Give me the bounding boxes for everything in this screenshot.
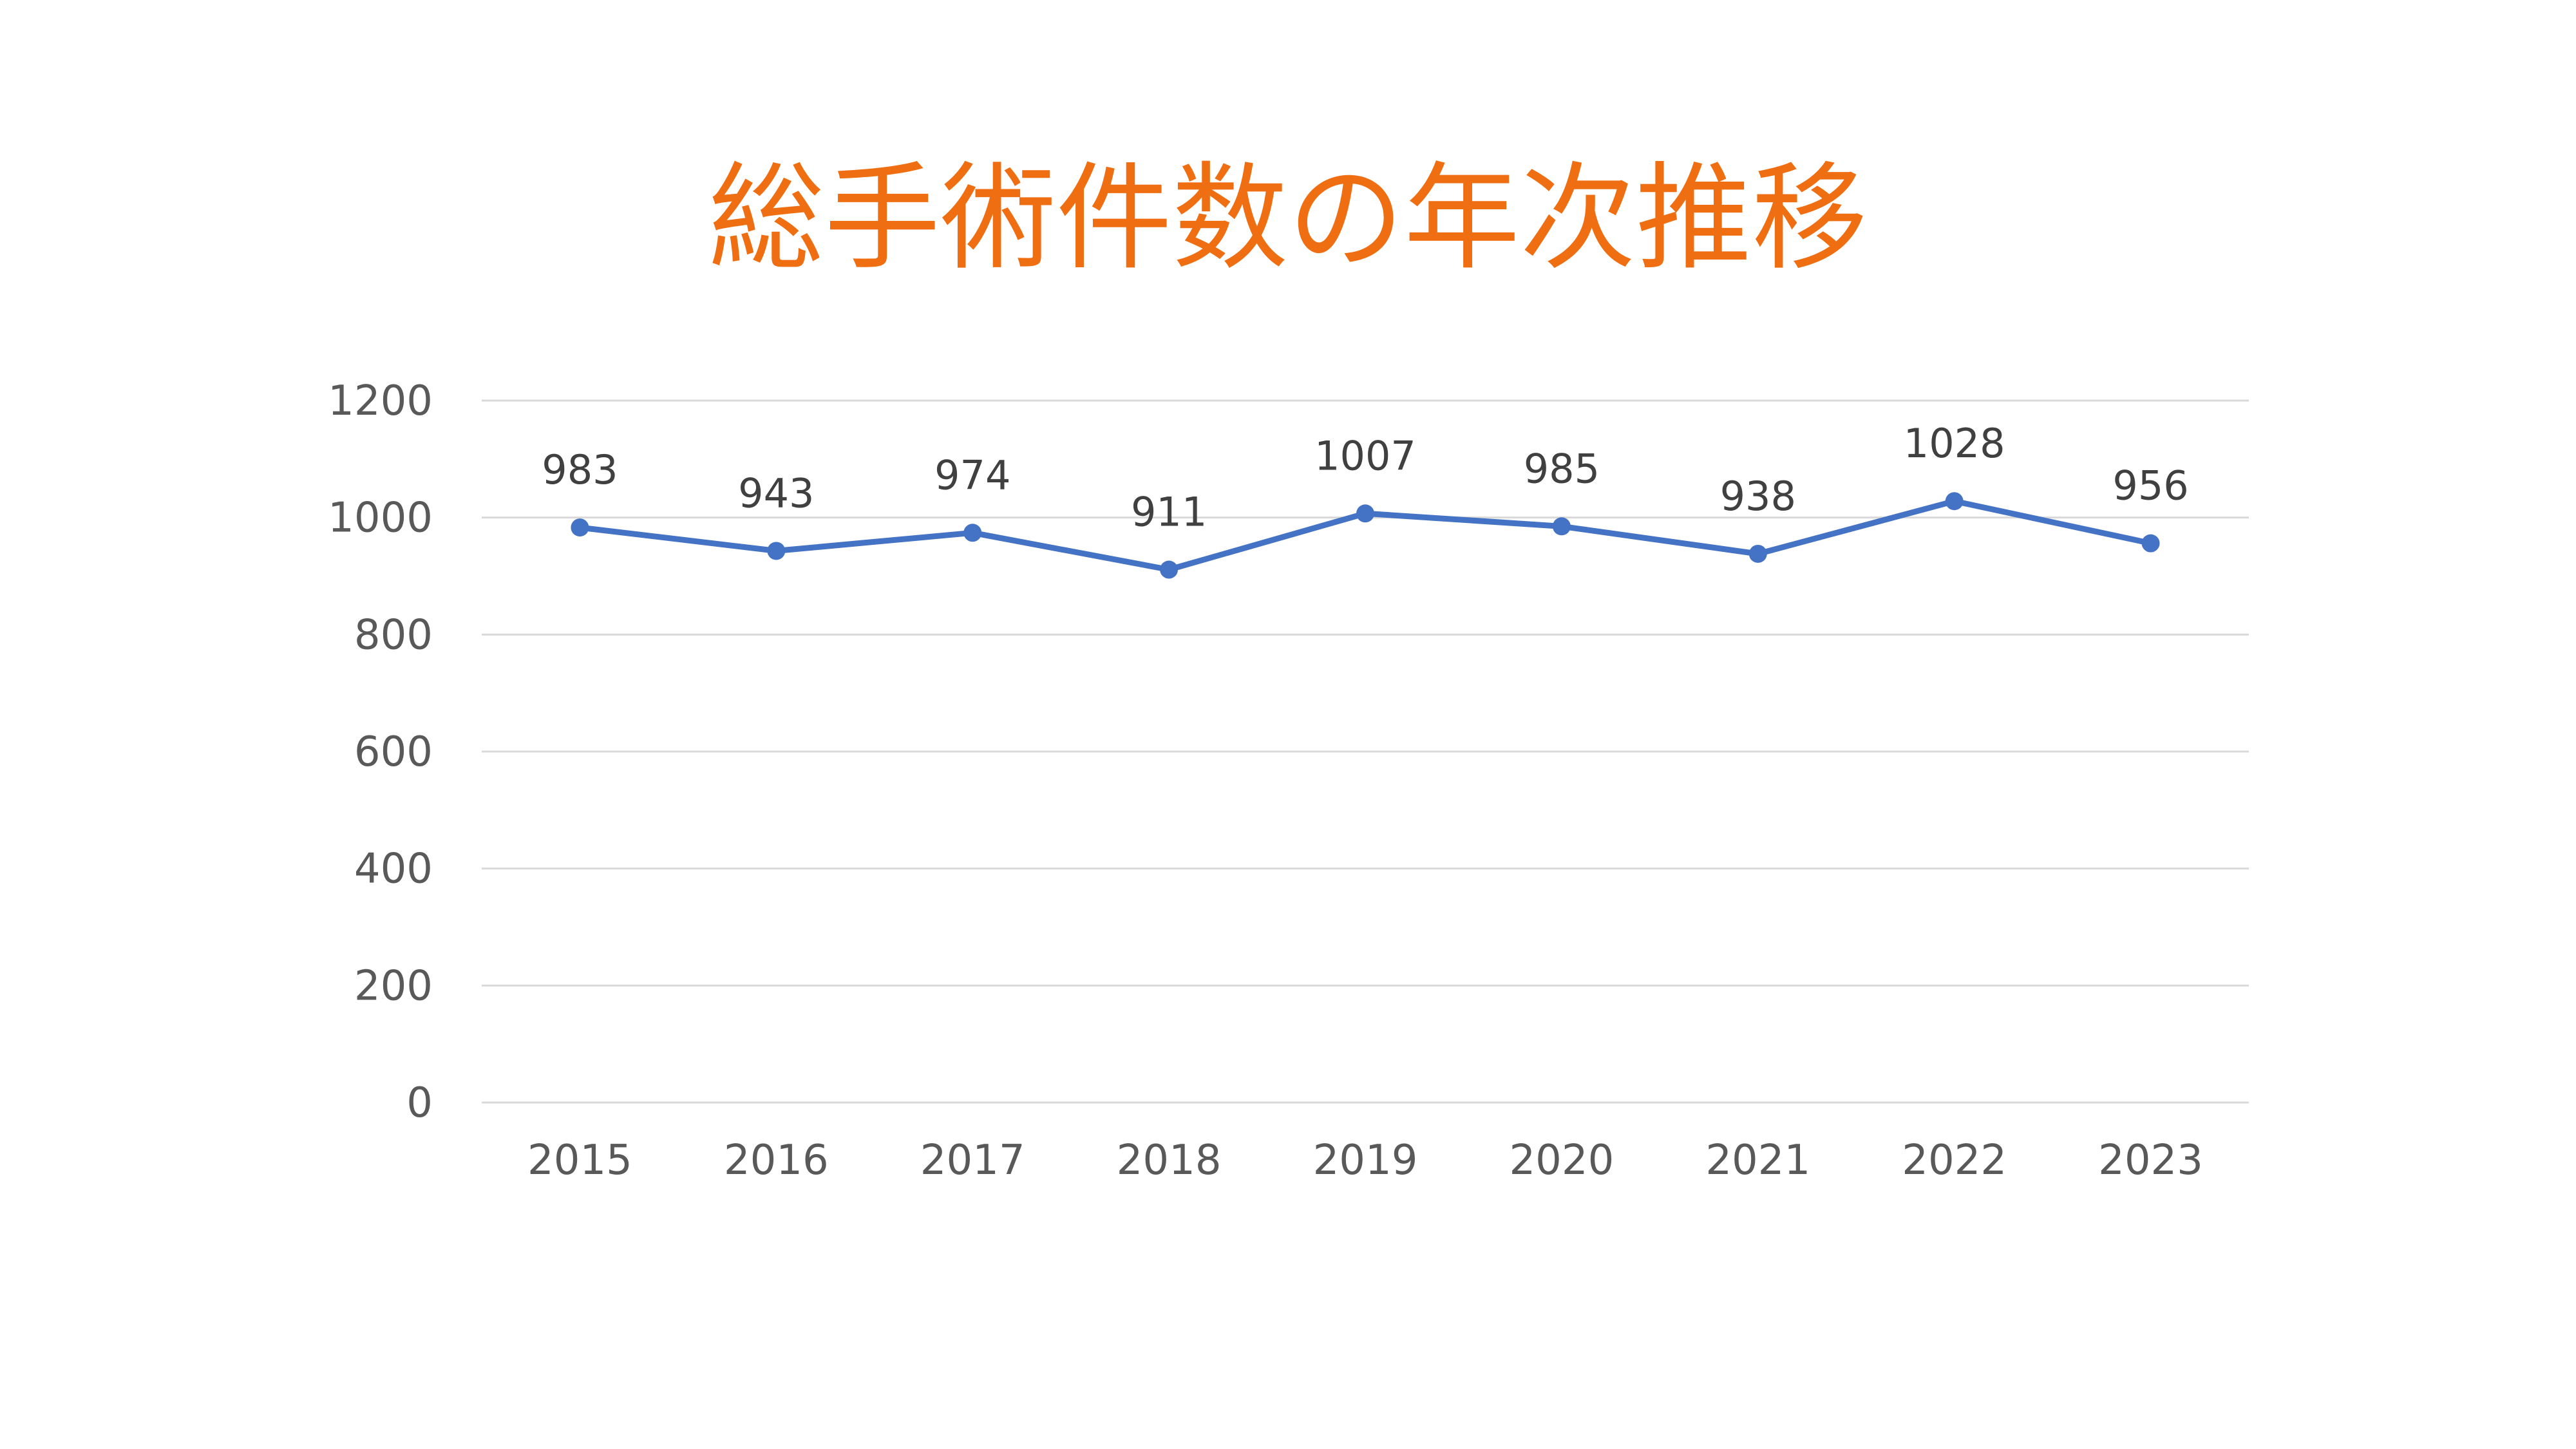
data-point <box>1356 504 1374 523</box>
x-tick-label: 2018 <box>1117 1137 1222 1184</box>
series-layer <box>571 492 2160 579</box>
data-point <box>1945 492 1964 511</box>
x-tick-label: 2017 <box>920 1137 1025 1184</box>
data-point <box>2141 534 2160 553</box>
data-point <box>1748 544 1767 563</box>
x-tick-label: 2022 <box>1902 1137 2007 1184</box>
data-point <box>571 518 589 537</box>
data-label: 956 <box>2112 462 2188 509</box>
y-tick-label: 400 <box>354 846 433 893</box>
data-label: 938 <box>1720 473 1796 520</box>
data-label: 983 <box>542 446 618 493</box>
x-tick-label: 2021 <box>1705 1137 1810 1184</box>
x-tick-label: 2015 <box>527 1137 632 1184</box>
y-tick-label: 0 <box>406 1079 433 1127</box>
y-tick-label: 200 <box>354 962 433 1010</box>
data-label: 943 <box>738 469 814 516</box>
y-axis-ticks: 0 200 400 600 800 1000 1200 <box>328 377 433 1127</box>
data-label: 1007 <box>1314 432 1416 479</box>
y-tick-label: 1000 <box>328 495 433 542</box>
x-tick-label: 2020 <box>1509 1137 1614 1184</box>
chart-title: 総手術件数の年次推移 <box>708 151 1868 286</box>
x-tick-label: 2023 <box>2098 1137 2203 1184</box>
y-tick-label: 800 <box>354 611 433 659</box>
data-label: 974 <box>934 451 1010 498</box>
data-point <box>1160 560 1179 579</box>
x-tick-label: 2019 <box>1313 1137 1418 1184</box>
x-tick-label: 2016 <box>724 1137 829 1184</box>
data-point <box>963 524 982 542</box>
y-tick-label: 600 <box>354 728 433 776</box>
data-label: 985 <box>1524 445 1600 492</box>
data-point <box>767 542 786 560</box>
data-labels: 983 943 974 911 1007 985 938 1028 956 <box>542 420 2188 535</box>
data-label: 911 <box>1131 489 1207 536</box>
y-tick-label: 1200 <box>328 377 433 425</box>
data-label: 1028 <box>1904 420 2005 467</box>
data-point <box>1552 517 1571 536</box>
x-axis-ticks: 2015 2016 2017 2018 2019 2020 2021 2022 2023 <box>527 1137 2203 1184</box>
